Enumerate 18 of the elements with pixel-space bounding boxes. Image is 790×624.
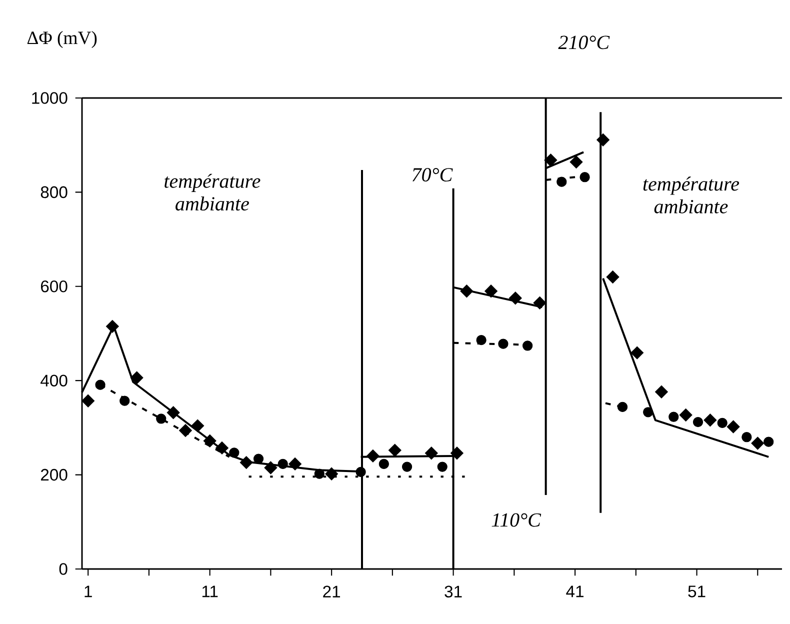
- x-tick-label: 11: [202, 586, 218, 598]
- annotation: 70°C: [412, 168, 453, 182]
- annotation: température ambiante: [643, 176, 740, 214]
- x-tick-label: 21: [323, 586, 340, 598]
- text: 210°C: [558, 36, 610, 50]
- y-tick-label: 600: [40, 280, 68, 292]
- y-tick-label: 1000: [32, 92, 68, 104]
- x-tick-label: 1: [84, 586, 92, 598]
- y-tick-label: 200: [40, 468, 68, 481]
- annotation: 110°C: [492, 513, 542, 527]
- x-tick-label: 51: [688, 586, 706, 598]
- y-tick-label: 800: [40, 186, 68, 198]
- x-tick-label: 31: [444, 586, 462, 598]
- x-tick-label: 41: [566, 586, 584, 598]
- y-tick-label: 0: [59, 563, 68, 575]
- y-axis-title: ΔΦ (mV): [27, 31, 97, 48]
- y-tick-label: 400: [40, 374, 68, 386]
- annotation: température ambiante: [164, 174, 260, 211]
